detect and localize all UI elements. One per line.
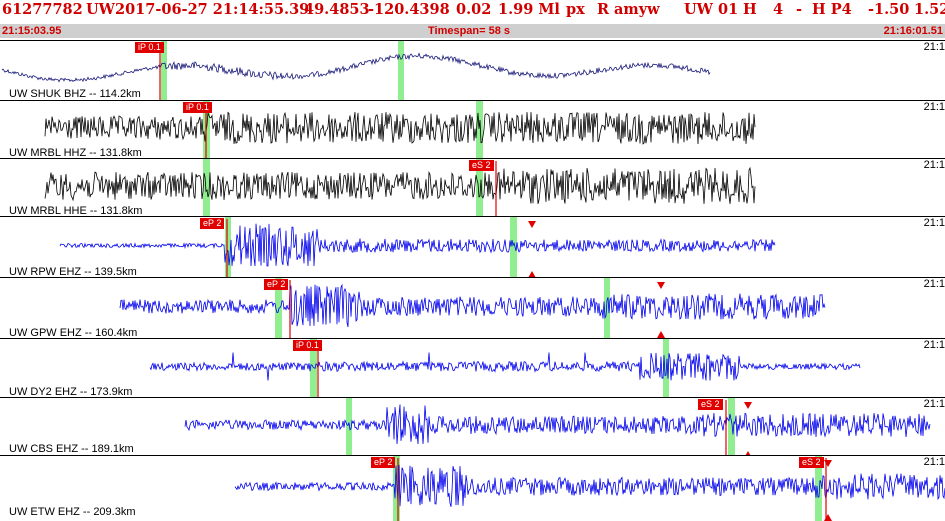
waveform-canvas[interactable]	[0, 398, 945, 456]
amplitude-marker-icon[interactable]	[657, 282, 665, 289]
event-header: 61277782 UW 2017-06-27 21:14:55.39 49.48…	[0, 0, 945, 38]
phase-pick-label[interactable]: iP 0.1	[135, 42, 164, 53]
waveform-trace	[234, 464, 945, 507]
analysis-window[interactable]	[161, 41, 167, 101]
phase-pick-label[interactable]: eP 2	[264, 279, 289, 290]
analysis-window[interactable]	[398, 41, 404, 101]
analysis-window[interactable]	[604, 278, 610, 339]
panel-time-edge-label: 21:1	[923, 41, 945, 53]
count: 4	[773, 1, 784, 18]
magnitude: 1.99 Ml	[498, 1, 560, 18]
amplitude-marker-icon[interactable]	[744, 451, 752, 456]
panel-time-edge-label: 21:1	[923, 101, 945, 113]
timespan: Timespan= 58 s	[428, 25, 511, 37]
event-type: px	[566, 1, 585, 18]
dash: -	[796, 1, 803, 18]
latitude: 49.4853	[304, 1, 370, 18]
station-channel-label: UW DY2 EHZ -- 173.9km	[9, 386, 133, 398]
origin-datetime: 2017-06-27 21:14:55.39	[115, 1, 310, 18]
waveform-trace	[44, 166, 756, 204]
phase-pick-label[interactable]: eS 2	[698, 399, 723, 410]
station-channel-label: UW SHUK BHZ -- 114.2km	[9, 88, 141, 100]
value-1: -1.50	[868, 1, 910, 18]
amplitude-marker-icon[interactable]	[528, 221, 536, 228]
waveform-trace	[1, 52, 711, 83]
amplitude-marker-icon[interactable]	[528, 271, 536, 278]
phase-pick-label[interactable]: eS 2	[799, 457, 824, 468]
timespan-bar: 21:15:03.95 Timespan= 58 s 21:16:01.51	[0, 24, 945, 38]
station-channel-label: UW MRBL HHZ -- 131.8km	[9, 147, 142, 159]
depth: 0.02	[456, 1, 492, 18]
review-flag: R	[597, 1, 610, 18]
author: amyw	[614, 1, 660, 18]
seismogram-panel[interactable]: eS 2 UW MRBL HHE -- 131.8km 21:1	[0, 158, 945, 217]
hp-code: H P4	[812, 1, 852, 18]
waveform-trace	[44, 111, 756, 145]
analysis-window[interactable]	[225, 217, 231, 278]
seismogram-panel[interactable]: eP 2 eS 2 UW ETW EHZ -- 209.3km 21:1	[0, 455, 945, 521]
waveform-trace	[149, 352, 861, 381]
network-code: UW	[86, 1, 115, 18]
analysis-window[interactable]	[663, 339, 669, 398]
network-subnet: UW 01	[684, 1, 739, 18]
amplitude-marker-icon[interactable]	[744, 402, 752, 409]
station-channel-label: UW RPW EHZ -- 139.5km	[9, 266, 137, 278]
waveform-canvas[interactable]	[0, 456, 945, 521]
analysis-window[interactable]	[310, 339, 317, 398]
panel-time-edge-label: 21:1	[923, 398, 945, 410]
phase-pick-label[interactable]: eP 2	[371, 457, 396, 468]
seismogram-panel[interactable]: eS 2 UW CBS EHZ -- 189.1km 21:1	[0, 397, 945, 456]
analysis-window[interactable]	[476, 159, 483, 217]
phase-pick-label[interactable]: iP 0.1	[293, 340, 322, 351]
station-channel-label: UW MRBL HHE -- 131.8km	[9, 205, 143, 217]
panel-time-edge-label: 21:1	[923, 159, 945, 171]
seismogram-panel[interactable]: eP 2 UW GPW EHZ -- 160.4km 21:1	[0, 277, 945, 339]
amplitude-marker-icon[interactable]	[824, 514, 832, 521]
value-2: 1.52	[914, 1, 945, 18]
analysis-window[interactable]	[393, 456, 400, 521]
waveform-canvas[interactable]	[0, 339, 945, 398]
waveform-trace	[184, 404, 931, 445]
analysis-window[interactable]	[275, 278, 282, 339]
panel-time-edge-label: 21:1	[923, 278, 945, 290]
analysis-window[interactable]	[346, 398, 352, 456]
seismogram-panel[interactable]: iP 0.1 UW DY2 EHZ -- 173.9km 21:1	[0, 338, 945, 398]
amplitude-marker-icon[interactable]	[657, 331, 665, 338]
waveform-trace	[119, 283, 826, 328]
quality: H	[743, 1, 757, 18]
phase-pick-label[interactable]: eP 2	[200, 218, 225, 229]
phase-pick-label[interactable]: eS 2	[469, 160, 494, 171]
station-channel-label: UW ETW EHZ -- 209.3km	[9, 506, 136, 518]
waveform-canvas[interactable]	[0, 159, 945, 217]
station-channel-label: UW CBS EHZ -- 189.1km	[9, 443, 134, 455]
event-id: 61277782	[2, 1, 83, 18]
waveform-canvas[interactable]	[0, 278, 945, 339]
panel-time-edge-label: 21:1	[923, 456, 945, 468]
seismogram-panels[interactable]: iP 0.1 UW SHUK BHZ -- 114.2km 21:1 iP 0.1 UW…	[0, 40, 945, 521]
analysis-window[interactable]	[728, 398, 735, 456]
seismogram-panel[interactable]: iP 0.1 UW SHUK BHZ -- 114.2km 21:1	[0, 40, 945, 101]
analysis-window[interactable]	[815, 456, 822, 521]
event-summary-line: 61277782 UW 2017-06-27 21:14:55.39 49.48…	[0, 0, 945, 20]
seismogram-panel[interactable]: iP 0.1 UW MRBL HHZ -- 131.8km 21:1	[0, 100, 945, 159]
amplitude-marker-icon[interactable]	[824, 460, 832, 467]
panel-time-edge-label: 21:1	[923, 339, 945, 351]
waveform-trace	[59, 223, 776, 267]
seismogram-panel[interactable]: eP 2 UW RPW EHZ -- 139.5km 21:1	[0, 216, 945, 278]
end-time: 21:16:01.51	[883, 25, 943, 37]
longitude: -120.4398	[368, 1, 450, 18]
panel-time-edge-label: 21:1	[923, 217, 945, 229]
start-time: 21:15:03.95	[2, 25, 62, 37]
waveform-canvas[interactable]	[0, 217, 945, 278]
analysis-window[interactable]	[476, 101, 483, 159]
analysis-window[interactable]	[510, 217, 517, 278]
analysis-window[interactable]	[203, 159, 210, 217]
phase-pick-label[interactable]: iP 0.1	[183, 102, 212, 113]
station-channel-label: UW GPW EHZ -- 160.4km	[9, 327, 138, 339]
